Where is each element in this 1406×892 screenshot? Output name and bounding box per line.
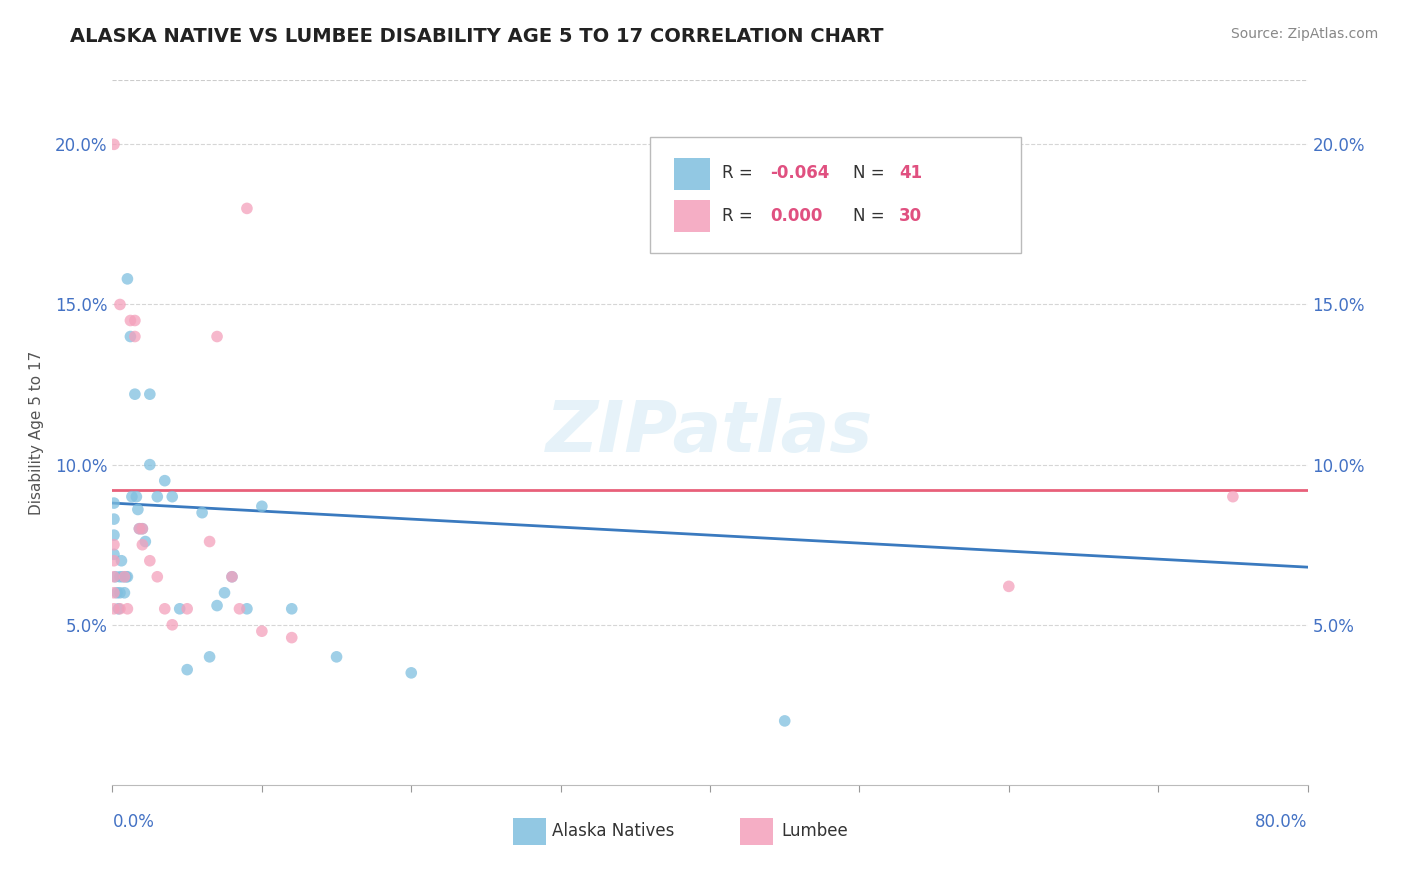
Point bbox=[104, 570, 127, 584]
Point bbox=[773, 714, 796, 728]
Point bbox=[108, 570, 131, 584]
Text: R =: R = bbox=[723, 207, 758, 225]
Text: Source: ZipAtlas.com: Source: ZipAtlas.com bbox=[1230, 27, 1378, 41]
Point bbox=[114, 586, 135, 600]
Point bbox=[128, 522, 150, 536]
Text: ALASKA NATIVE VS LUMBEE DISABILITY AGE 5 TO 17 CORRELATION CHART: ALASKA NATIVE VS LUMBEE DISABILITY AGE 5… bbox=[70, 27, 884, 45]
Text: Lumbee: Lumbee bbox=[782, 822, 848, 840]
Point bbox=[250, 624, 273, 639]
Point bbox=[146, 570, 169, 584]
Point bbox=[205, 599, 228, 613]
Point bbox=[103, 512, 125, 526]
Point bbox=[103, 528, 125, 542]
Point bbox=[162, 490, 183, 504]
FancyBboxPatch shape bbox=[651, 136, 1021, 253]
Text: -0.064: -0.064 bbox=[770, 164, 830, 182]
Text: N =: N = bbox=[853, 164, 890, 182]
FancyBboxPatch shape bbox=[675, 158, 710, 189]
FancyBboxPatch shape bbox=[740, 818, 773, 845]
Point bbox=[153, 474, 176, 488]
Point bbox=[103, 586, 125, 600]
Text: Alaska Natives: Alaska Natives bbox=[553, 822, 675, 840]
Point bbox=[120, 313, 142, 327]
Point bbox=[124, 329, 146, 343]
Point bbox=[131, 538, 153, 552]
Point bbox=[111, 570, 134, 584]
Point bbox=[1222, 490, 1244, 504]
Point bbox=[162, 617, 183, 632]
Point bbox=[108, 297, 131, 311]
Point bbox=[325, 649, 347, 664]
Text: 0.000: 0.000 bbox=[770, 207, 823, 225]
Point bbox=[214, 586, 236, 600]
Point bbox=[131, 522, 153, 536]
Point bbox=[124, 387, 146, 401]
Point bbox=[117, 601, 139, 615]
Point bbox=[124, 313, 146, 327]
Point bbox=[191, 506, 214, 520]
Text: 80.0%: 80.0% bbox=[1256, 814, 1308, 831]
Point bbox=[250, 500, 273, 514]
Text: 41: 41 bbox=[898, 164, 922, 182]
Text: 30: 30 bbox=[898, 207, 922, 225]
Point bbox=[281, 601, 304, 615]
Point bbox=[236, 601, 259, 615]
Point bbox=[117, 272, 139, 286]
Point bbox=[103, 496, 125, 510]
Point bbox=[131, 522, 153, 536]
Point bbox=[139, 554, 162, 568]
Point bbox=[103, 601, 125, 615]
Point bbox=[401, 665, 423, 680]
Point bbox=[134, 534, 156, 549]
Text: N =: N = bbox=[853, 207, 890, 225]
Point bbox=[153, 601, 176, 615]
Point bbox=[146, 490, 169, 504]
Point bbox=[998, 579, 1021, 593]
Point bbox=[205, 329, 228, 343]
FancyBboxPatch shape bbox=[675, 200, 710, 232]
Point bbox=[103, 547, 125, 561]
Point bbox=[127, 502, 149, 516]
Point bbox=[128, 522, 150, 536]
Point bbox=[169, 601, 191, 615]
Point bbox=[107, 601, 129, 615]
Point bbox=[103, 538, 125, 552]
Point bbox=[281, 631, 304, 645]
Text: 0.0%: 0.0% bbox=[112, 814, 155, 831]
Point bbox=[105, 586, 128, 600]
Point bbox=[120, 329, 142, 343]
Point bbox=[176, 601, 198, 615]
Point bbox=[108, 586, 131, 600]
Point bbox=[228, 601, 250, 615]
Point bbox=[117, 570, 139, 584]
Y-axis label: Disability Age 5 to 17: Disability Age 5 to 17 bbox=[30, 351, 44, 515]
Point bbox=[121, 490, 143, 504]
Point bbox=[125, 490, 148, 504]
Point bbox=[139, 387, 162, 401]
Point bbox=[176, 663, 198, 677]
Point bbox=[198, 534, 221, 549]
Point bbox=[236, 202, 259, 216]
Point bbox=[103, 570, 125, 584]
FancyBboxPatch shape bbox=[513, 818, 547, 845]
Point bbox=[139, 458, 162, 472]
Point bbox=[198, 649, 221, 664]
Point bbox=[103, 137, 125, 152]
Point bbox=[221, 570, 243, 584]
Point bbox=[103, 554, 125, 568]
Point bbox=[114, 570, 135, 584]
Point bbox=[110, 554, 132, 568]
Text: R =: R = bbox=[723, 164, 758, 182]
Point bbox=[221, 570, 243, 584]
Text: ZIPatlas: ZIPatlas bbox=[547, 398, 873, 467]
Point bbox=[115, 570, 138, 584]
Point bbox=[108, 601, 131, 615]
